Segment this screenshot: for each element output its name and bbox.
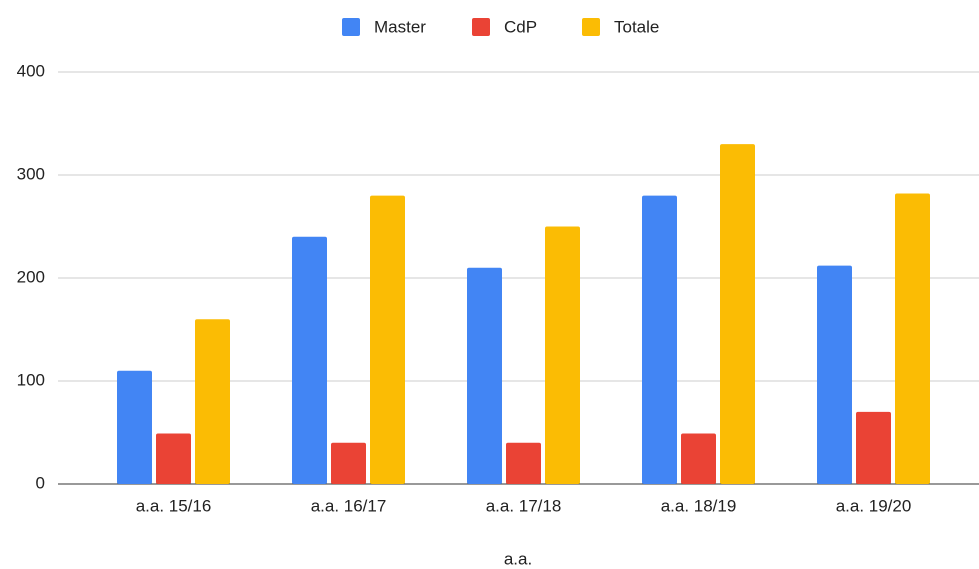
y-tick-label: 400 xyxy=(17,61,45,80)
y-tick-label: 100 xyxy=(17,370,45,389)
x-tick-label: a.a. 18/19 xyxy=(661,496,737,515)
bar xyxy=(331,442,366,484)
bar xyxy=(642,195,677,484)
bar xyxy=(895,193,930,485)
bar xyxy=(370,195,405,484)
bar xyxy=(156,433,191,484)
bar xyxy=(467,267,502,484)
legend-label: Totale xyxy=(614,17,659,36)
y-tick-label: 200 xyxy=(17,267,45,286)
legend-swatch xyxy=(582,18,600,36)
bar xyxy=(545,226,580,484)
bar xyxy=(195,319,230,484)
x-tick-label: a.a. 17/18 xyxy=(486,496,562,515)
bar xyxy=(292,236,327,484)
bar xyxy=(117,370,152,484)
bar xyxy=(817,265,852,484)
x-axis-label: a.a. xyxy=(504,549,532,568)
x-tick-label: a.a. 16/17 xyxy=(311,496,387,515)
bar xyxy=(506,442,541,484)
bar xyxy=(856,411,891,484)
y-tick-label: 300 xyxy=(17,164,45,183)
x-tick-label: a.a. 15/16 xyxy=(136,496,212,515)
legend-swatch xyxy=(472,18,490,36)
bar xyxy=(720,144,755,484)
legend-label: Master xyxy=(374,17,426,36)
bar xyxy=(681,433,716,484)
legend-label: CdP xyxy=(504,17,537,36)
y-tick-label: 0 xyxy=(36,473,45,492)
x-tick-label: a.a. 19/20 xyxy=(836,496,912,515)
legend-swatch xyxy=(342,18,360,36)
